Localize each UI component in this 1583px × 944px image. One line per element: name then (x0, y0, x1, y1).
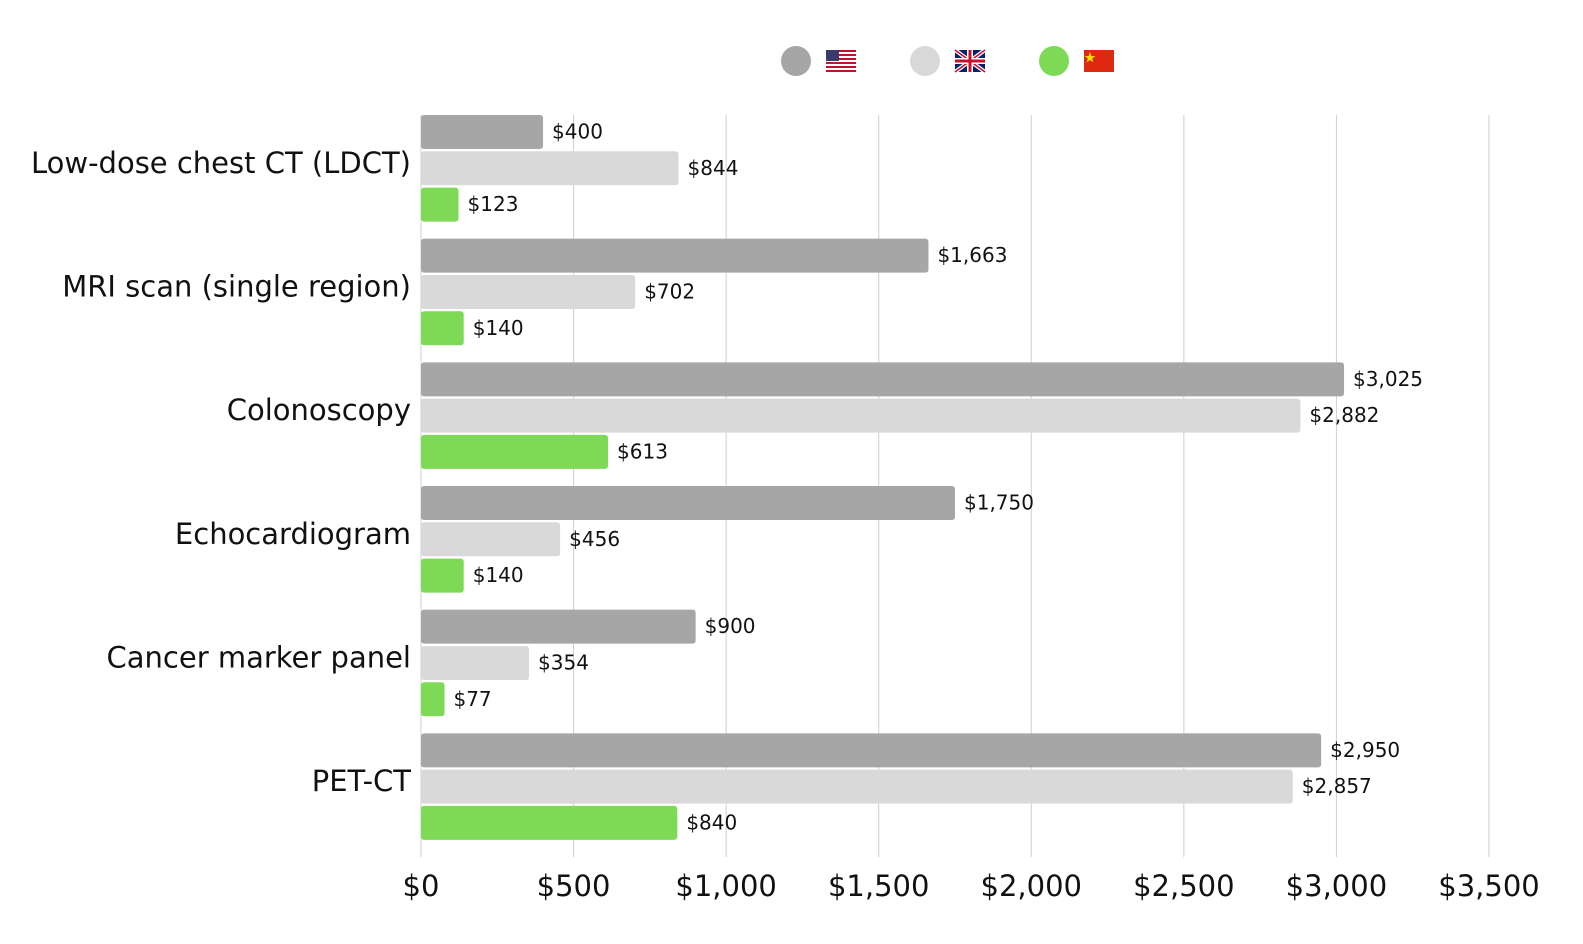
bar (421, 805, 678, 840)
bar (421, 274, 636, 309)
x-tick-label: $1,500 (828, 869, 929, 903)
value-label: $140 (473, 316, 524, 340)
bar (421, 398, 1301, 433)
x-tick-label: $1,000 (675, 869, 776, 903)
value-label: $400 (552, 120, 603, 144)
bar (421, 238, 929, 273)
legend-swatch (910, 46, 940, 76)
x-tick-label: $2,000 (981, 869, 1082, 903)
bar (421, 115, 544, 149)
category-label: Low-dose chest CT (LDCT) (31, 146, 411, 180)
flag-uk (953, 48, 987, 74)
bar (421, 609, 696, 644)
value-label: $3,025 (1353, 367, 1423, 391)
value-label: $613 (617, 439, 668, 463)
x-tick-label: $2,500 (1133, 869, 1234, 903)
value-label: $2,950 (1330, 738, 1400, 762)
category-label: Cancer marker panel (107, 641, 411, 675)
bar (421, 486, 955, 520)
bar (421, 187, 459, 222)
value-label: $2,882 (1309, 403, 1379, 427)
value-label: $456 (569, 527, 620, 551)
value-label: $900 (705, 614, 756, 638)
bar (421, 682, 445, 717)
value-label: $2,857 (1302, 774, 1372, 798)
bar (421, 558, 464, 593)
value-label: $140 (473, 563, 524, 587)
x-tick-label: $0 (403, 869, 440, 903)
value-label: $1,750 (964, 491, 1034, 515)
category-label: PET-CT (312, 764, 412, 798)
legend-flags (826, 48, 1114, 74)
bar (421, 151, 679, 186)
bar (421, 522, 561, 557)
bar (421, 769, 1293, 804)
value-label: $77 (453, 687, 491, 711)
x-tick-label: $3,000 (1286, 869, 1387, 903)
flag-cn (1084, 50, 1114, 72)
bar (421, 733, 1322, 768)
legend-swatch (781, 46, 811, 76)
bar (421, 645, 530, 680)
bar (421, 362, 1345, 397)
value-label: $844 (688, 156, 739, 180)
legend-swatch (1039, 46, 1069, 76)
bar (421, 434, 609, 469)
category-label: Colonoscopy (227, 393, 411, 427)
x-tick-label: $500 (537, 869, 611, 903)
value-label: $123 (468, 192, 519, 216)
value-label: $354 (538, 650, 589, 674)
category-label: Echocardiogram (175, 517, 411, 551)
bar (421, 311, 464, 346)
flag-us (826, 50, 856, 72)
x-tick-label: $3,500 (1438, 869, 1539, 903)
category-label: MRI scan (single region) (62, 270, 411, 304)
value-label: $702 (644, 279, 695, 303)
value-label: $840 (686, 810, 737, 834)
value-label: $1,663 (937, 243, 1007, 267)
